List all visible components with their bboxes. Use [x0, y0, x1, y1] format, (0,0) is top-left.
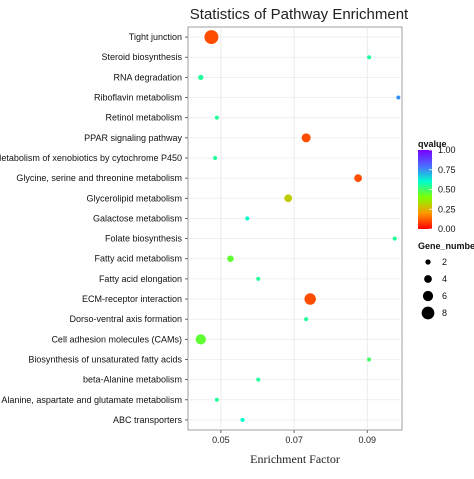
colorbar-tick-label: 0.25	[438, 204, 456, 214]
data-point	[195, 334, 206, 345]
data-point	[213, 155, 218, 160]
plot-area	[187, 26, 403, 431]
colorbar-tick-label: 0.75	[438, 165, 456, 175]
size-legend-dot	[424, 275, 432, 283]
data-point	[392, 236, 397, 241]
y-tick-label: Glycerolipid metabolism	[86, 193, 182, 203]
y-tick-label: beta-Alanine metabolism	[83, 375, 182, 385]
data-point	[304, 293, 316, 305]
y-tick-label: Steroid biosynthesis	[101, 52, 182, 62]
data-point	[227, 255, 234, 262]
data-point	[256, 276, 261, 281]
data-point	[301, 133, 311, 143]
y-tick-label: Glycine, serine and threonine metabolism	[16, 173, 182, 183]
size-legend-label: 6	[442, 291, 447, 301]
y-tick-label: Fatty acid metabolism	[94, 254, 182, 264]
data-point	[240, 417, 245, 422]
y-tick-label: Metabolism of xenobiotics by cytochrome …	[0, 153, 182, 163]
data-point	[354, 174, 362, 183]
data-point	[367, 55, 372, 60]
y-tick-label: ECM-receptor interaction	[82, 294, 182, 304]
size-legend-dot	[425, 259, 431, 265]
y-tick-label: Dorso-ventral axis formation	[69, 314, 182, 324]
data-point	[304, 317, 309, 322]
data-point	[245, 216, 250, 221]
size-legend-label: 8	[442, 308, 447, 318]
y-tick-label: Fatty acid elongation	[99, 274, 182, 284]
y-tick-label: Galactose metabolism	[93, 213, 182, 223]
y-tick-label: Retinol metabolism	[105, 113, 182, 123]
y-tick-label: Riboflavin metabolism	[94, 93, 182, 103]
y-tick-label: Biosynthesis of unsaturated fatty acids	[28, 354, 182, 364]
size-legend-dot	[421, 306, 435, 320]
colorbar-tick-label: 0.50	[438, 185, 456, 195]
data-point	[204, 30, 219, 45]
data-point	[256, 377, 261, 382]
y-tick-label: Folate biosynthesis	[105, 234, 183, 244]
x-tick-label: 0.05	[212, 435, 230, 445]
data-point	[214, 397, 219, 402]
qvalue-legend-title: qvalue	[418, 139, 447, 149]
y-tick-label: Cell adhesion molecules (CAMs)	[51, 334, 182, 344]
size-legend-label: 2	[442, 257, 447, 267]
x-tick-label: 0.09	[358, 435, 376, 445]
colorbar-tick-label: 1.00	[438, 145, 456, 155]
data-point	[284, 194, 293, 203]
y-tick-label: RNA degradation	[113, 72, 182, 82]
y-tick-label: PPAR signaling pathway	[84, 133, 182, 143]
data-point	[214, 115, 219, 120]
x-axis-label: Enrichment Factor	[250, 452, 340, 466]
size-legend-dot	[422, 290, 434, 302]
data-point	[367, 357, 372, 362]
size-legend-label: 4	[442, 274, 447, 284]
gene-number-legend-title: Gene_number	[418, 241, 474, 251]
qvalue-colorbar	[418, 150, 432, 229]
colorbar-tick-label: 0.00	[438, 224, 456, 234]
x-tick-label: 0.07	[285, 435, 303, 445]
y-tick-label: ABC transporters	[113, 415, 183, 425]
y-tick-label: Tight junction	[129, 32, 182, 42]
chart-title: Statistics of Pathway Enrichment	[190, 6, 409, 23]
data-point	[396, 95, 401, 100]
data-point	[198, 74, 204, 81]
y-tick-label: Alanine, aspartate and glutamate metabol…	[1, 395, 182, 405]
